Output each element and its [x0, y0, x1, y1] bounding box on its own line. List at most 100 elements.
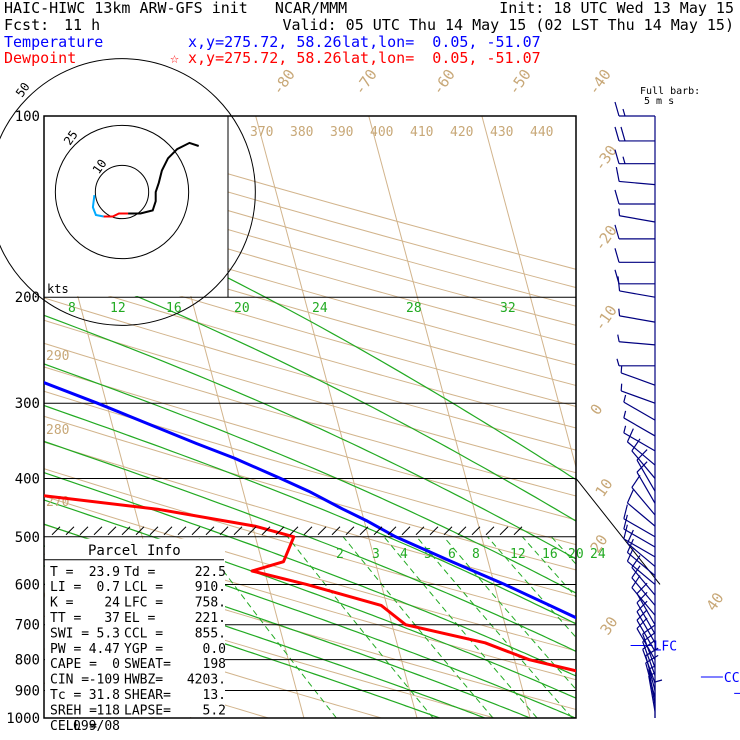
wind-barb-flag	[623, 514, 628, 530]
hatch-tick	[387, 526, 397, 536]
wind-barb-half-flag	[622, 108, 626, 117]
mixing-ratio-label: 6	[448, 547, 456, 562]
hatch-tick	[359, 526, 369, 536]
mixing-ratio-label: 24	[590, 547, 606, 562]
parcel-row-label: LI =	[50, 580, 81, 595]
plot-border	[43, 115, 577, 719]
wind-barb-shaft	[619, 215, 656, 223]
parcel-row-value: 13.	[203, 688, 226, 703]
wind-barb-shaft	[619, 180, 656, 186]
wind-barb-half-flag	[623, 425, 627, 434]
dry-adiabat-line	[44, 213, 576, 366]
theta-label: 420	[450, 125, 473, 140]
parcel-row-label: YGP =	[124, 642, 163, 657]
hatch-tick	[373, 526, 383, 536]
parcel-row-label: SWI =	[50, 626, 89, 641]
wind-barb-half-flag	[648, 672, 656, 677]
hatch-tick	[289, 526, 299, 536]
mixing-ratio-line	[693, 537, 740, 718]
isotherm-label: -60	[429, 66, 459, 99]
parcel-row-label: SWEAT=	[124, 657, 171, 672]
parcel-row-label: Tc =	[50, 688, 81, 703]
dewpoint-legend: Dewpoint	[4, 49, 77, 67]
parcel-row-label: CCL =	[124, 626, 163, 641]
wind-barb-shaft	[619, 341, 656, 346]
dry-adiabat-line	[44, 615, 382, 718]
parcel-row-value: 23.9	[89, 565, 120, 580]
parcel-row-label: TT =	[50, 611, 81, 626]
wind-barb-half-flag	[654, 679, 663, 683]
wind-barb-flag	[614, 101, 620, 117]
mixing-ratio-label: 4	[400, 547, 408, 562]
wind-barb-shaft	[627, 551, 656, 577]
parcel-row-label: K =	[50, 596, 74, 611]
parcel-row-label: CIN =	[50, 673, 89, 688]
parcel-row-value: 118	[97, 703, 120, 718]
parcel-row-value: 758.	[195, 596, 226, 611]
hatch-tick	[513, 526, 523, 536]
hatch-tick	[303, 526, 313, 536]
pressure-tick-label: 100	[15, 109, 40, 125]
moist-adiabat-label: 28	[406, 301, 422, 316]
isotherm-label: -70	[351, 66, 381, 99]
hodograph-ring	[54, 124, 190, 260]
dry-adiabat-line	[44, 297, 576, 451]
wind-barb-flag	[614, 149, 620, 164]
mixing-ratio-label: 3	[372, 547, 380, 562]
parcel-row-value: 198	[203, 657, 226, 672]
parcel-row-value: 0	[112, 657, 120, 672]
hodograph-ring	[94, 164, 150, 220]
hatch-tick	[163, 526, 173, 536]
pressure-tick-label: 200	[15, 290, 40, 306]
moist-adiabat-label: 20	[234, 301, 250, 316]
parcel-row-value: 4203.	[187, 673, 226, 688]
wind-barb-flag	[614, 189, 620, 205]
temperature-latlon: lat,lon= 0.05, -51.07	[342, 33, 541, 51]
isotherm-line	[255, 116, 418, 718]
mixing-ratio-line	[383, 536, 538, 718]
wind-barb-flag	[645, 647, 659, 657]
wind-barb-shaft	[619, 290, 656, 298]
dry-adiabat-line	[44, 275, 576, 429]
wind-barb-half-flag	[623, 410, 627, 419]
parcel-row-value: 4.47	[89, 642, 120, 657]
pressure-tick-label: 900	[15, 683, 40, 699]
parcel-row-label: LFC =	[124, 596, 163, 611]
hatch-tick	[415, 526, 425, 536]
isotherm-label: 40	[703, 589, 728, 614]
wind-barb-flag	[615, 167, 620, 182]
parcel-row-value: 22.5	[195, 565, 226, 580]
parcel-row-value: -109	[89, 673, 120, 688]
pressure-tick-label: 500	[15, 530, 40, 546]
forecast-hours: 11 h	[64, 16, 101, 34]
mixing-ratio-line	[287, 536, 434, 718]
mixing-ratio-line	[416, 536, 573, 718]
wind-barb-shaft	[631, 450, 656, 479]
wind-barb-flag	[626, 538, 634, 553]
wind-barb-flag	[636, 449, 648, 461]
theta-label: 400	[370, 125, 393, 140]
parcel-row-label: Td =	[124, 565, 155, 580]
parcel-row-value: 31.8	[89, 688, 120, 703]
wind-barb-shaft	[636, 459, 656, 492]
wind-barb-flag	[642, 632, 655, 643]
wind-barb-flag	[626, 489, 634, 504]
parcel-row-label: HWBZ=	[124, 673, 163, 688]
hodograph-trace-upper	[128, 141, 200, 215]
wind-barb-shaft	[627, 542, 656, 567]
hatch-tick	[457, 526, 467, 536]
valid-time: Valid: 05 UTC Thu 14 May 15 (02 LST Thu …	[282, 16, 734, 34]
isotherm-label: 0	[587, 401, 607, 419]
init-time: Init: 18 UTC Wed 13 May 15	[499, 0, 734, 17]
dry-adiabat-line	[44, 415, 576, 571]
hatch-tick	[401, 526, 411, 536]
wind-barb-flag	[614, 248, 620, 263]
wind-barb-flag	[631, 565, 641, 579]
parcel-row-value: 5.2	[203, 703, 226, 718]
level-label-lfc: LFC	[654, 640, 677, 655]
pressure-tick-label: 700	[15, 618, 40, 634]
wind-barb-flag	[626, 547, 634, 562]
moist-adiabat-line	[44, 583, 440, 718]
hodograph: 10 25 50 kts	[0, 58, 256, 326]
wind-barb-shaft	[636, 593, 656, 626]
